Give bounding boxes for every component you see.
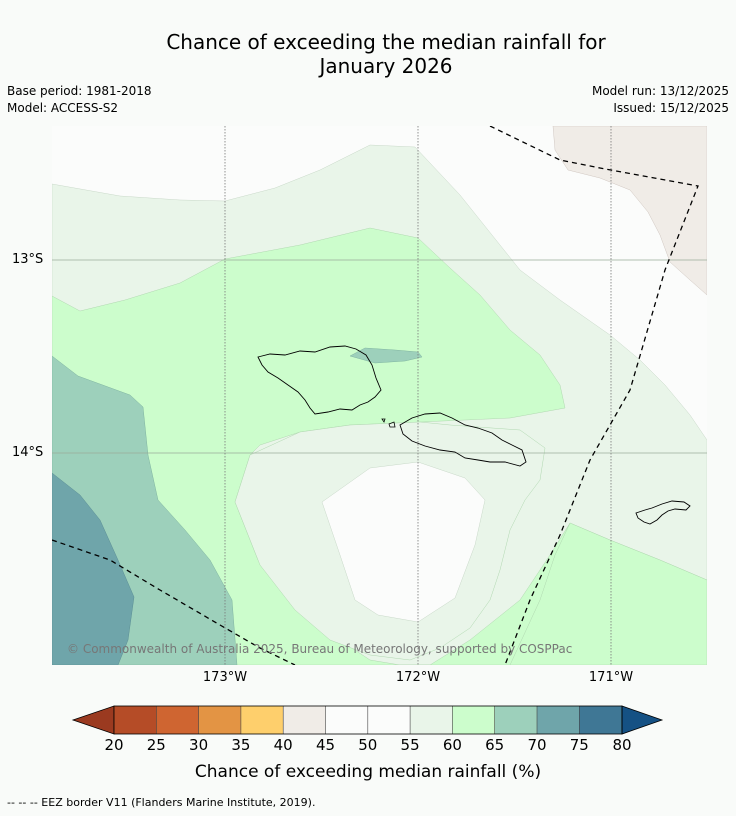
issued-date: Issued: 15/12/2025 xyxy=(613,101,729,115)
colorbar-tick: 70 xyxy=(527,736,547,754)
title-line-1: Chance of exceeding the median rainfall … xyxy=(166,30,606,54)
colorbar-bin-30-35 xyxy=(198,706,241,734)
colorbar-bin-60-65 xyxy=(452,706,495,734)
colorbar-bin-65-70 xyxy=(494,706,537,734)
colorbar-bin-35-40 xyxy=(240,706,284,734)
colorbar-tick: 75 xyxy=(569,736,589,754)
colorbar-bin-50-55 xyxy=(367,706,411,734)
colorbar-frame xyxy=(113,705,623,735)
band-70-75 xyxy=(52,472,135,665)
meta-left: Base period: 1981-2018 Model: ACCESS-S2 xyxy=(7,83,152,117)
colorbar-tick: 65 xyxy=(485,736,505,754)
colorbar-title: Chance of exceeding median rainfall (%) xyxy=(194,762,542,782)
colorbar-extend-high xyxy=(621,705,664,735)
base-period: Base period: 1981-2018 xyxy=(7,84,152,98)
island-manono xyxy=(388,421,396,428)
chart-title: Chance of exceeding the median rainfall … xyxy=(0,30,736,78)
band-45-55-center xyxy=(321,461,486,623)
colorbar-bin-70-75 xyxy=(537,706,580,734)
band-40-45 xyxy=(552,126,707,296)
colorbar-tick: 30 xyxy=(189,736,209,754)
eez-footnote: -- -- -- EEZ border V11 (Flanders Marine… xyxy=(7,796,316,809)
meta-right: Model run: 13/12/2025 Issued: 15/12/2025 xyxy=(592,83,729,117)
lon-label-171w: 171°W xyxy=(588,670,634,685)
colorbar-tick: 50 xyxy=(358,736,378,754)
band-65-70-small xyxy=(349,347,423,364)
colorbar-tick: 55 xyxy=(400,736,420,754)
eez-border-south xyxy=(52,539,296,665)
island-upolu xyxy=(399,412,527,467)
colorbar-tick: 25 xyxy=(146,736,166,754)
colorbar-bin-45-50 xyxy=(325,706,368,734)
title-line-2: January 2026 xyxy=(319,54,453,78)
copyright-text: © Commonwealth of Australia 2025, Bureau… xyxy=(67,642,573,656)
colorbar-bin-25-30 xyxy=(156,706,199,734)
map-area xyxy=(52,126,707,665)
colorbar-tick: 45 xyxy=(315,736,336,754)
colorbar xyxy=(71,705,664,735)
lon-label-172w: 172°W xyxy=(395,670,441,685)
model-run: Model run: 13/12/2025 xyxy=(591,84,729,98)
model-name: Model: ACCESS-S2 xyxy=(7,101,119,115)
lon-label-173w: 173°W xyxy=(202,670,248,685)
band-60-65-east xyxy=(509,522,707,665)
lat-label-13s: 13°S xyxy=(12,252,44,267)
island-tutuila xyxy=(635,500,691,525)
colorbar-tick: 60 xyxy=(442,736,462,754)
eez-border-north xyxy=(489,126,699,665)
colorbar-dividers xyxy=(156,706,580,734)
colorbar-extend-low xyxy=(71,705,115,735)
island-apolima xyxy=(381,418,386,423)
island-savaii xyxy=(257,345,382,415)
colorbar-bin-75-80 xyxy=(579,706,622,734)
colorbar-bin-55-60 xyxy=(410,706,453,734)
colorbar-bin-20-25 xyxy=(114,706,157,734)
colorbar-tick: 40 xyxy=(273,736,293,754)
colorbar-tick: 20 xyxy=(104,736,124,754)
colorbar-bin-40-45 xyxy=(283,706,326,734)
colorbar-tick: 35 xyxy=(231,736,251,754)
colorbar-tick: 80 xyxy=(612,736,632,754)
lat-label-14s: 14°S xyxy=(12,445,44,460)
